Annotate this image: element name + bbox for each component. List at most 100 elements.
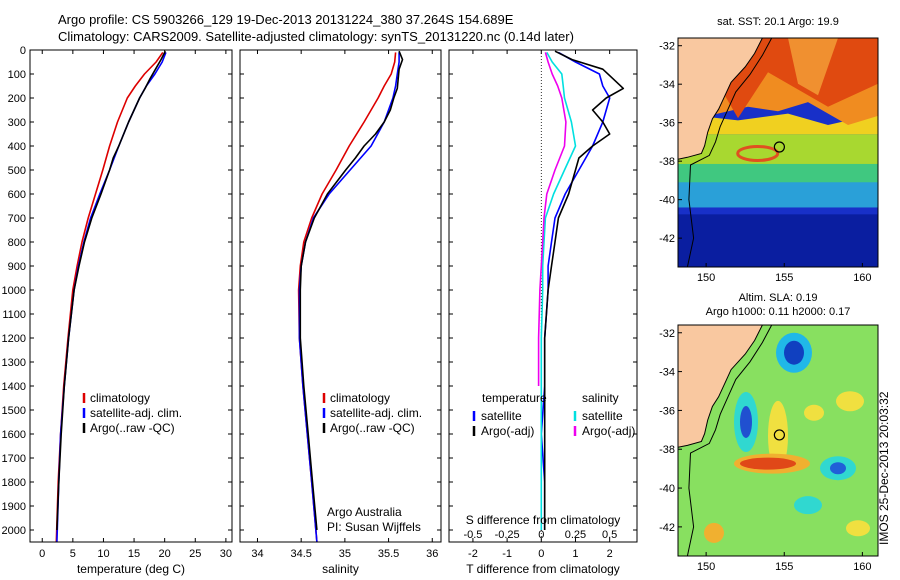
high-anomaly: [836, 391, 864, 412]
difference-profile-panel: -2 -1 0 1 2 T difference from climatology -0.5…: [448, 49, 638, 576]
legend-label: Argo(-adj): [582, 424, 635, 438]
y-tick-label: 1800: [2, 477, 26, 489]
y-tick-label: 1000: [2, 285, 26, 297]
x-tick-label: 2: [607, 548, 613, 560]
x-axis-label: temperature (deg C): [77, 562, 185, 576]
legend-label: satellite-adj. clim.: [90, 406, 182, 420]
map-x-tick-label: 150: [697, 272, 715, 284]
map-y-tick-label: -40: [659, 483, 675, 495]
y-tick-label: 200: [8, 93, 26, 105]
map-y-tick-label: -42: [659, 522, 675, 534]
cold-water-deep: [678, 214, 878, 267]
temperature-profile-panel: 0 100 200 300 400 500 600 700 800 900 1000 1100 1200…: [2, 45, 233, 576]
x-tick-label: -1: [502, 548, 512, 560]
salinity-profile-panel: 34 34.5 35 35.5 36 salinity climatologysatelli…: [239, 49, 442, 576]
y-tick-label: 500: [8, 165, 26, 177]
y-tick-label: 1100: [2, 309, 26, 321]
x-tick-label: 35: [339, 548, 351, 560]
low-anomaly: [794, 496, 822, 515]
figure-title-line2: Climatology: CARS2009. Satellite-adjuste…: [58, 29, 574, 44]
cool-water: [678, 179, 878, 208]
x-axis-label: salinity: [322, 562, 359, 576]
legend-title: temperature: [482, 391, 547, 405]
legend-label: satellite: [481, 409, 522, 423]
legend-label: satellite-adj. clim.: [330, 406, 422, 420]
legend-label: Argo(-adj): [481, 424, 534, 438]
map-x-tick-label: 150: [697, 561, 715, 573]
figure-title-line1: Argo profile: CS 5903266_129 19-Dec-2013…: [58, 12, 514, 27]
eddy-feature: [788, 38, 838, 96]
low-anomaly-core: [784, 340, 804, 365]
depth-contour: [686, 38, 773, 267]
map-frame: [677, 37, 879, 268]
high-anomaly: [846, 520, 870, 537]
s-tick-label: -0.5: [463, 529, 482, 541]
warm-band: [678, 113, 878, 135]
map-title: Altim. SLA: 0.19: [739, 292, 818, 304]
x-tick-label: 34.5: [290, 548, 311, 560]
y-tick-label: 800: [8, 237, 26, 249]
depth-contour: [686, 325, 773, 556]
y-tick-label: 300: [8, 117, 26, 129]
plot-frame: [239, 49, 442, 543]
legend-label: Argo(..raw -QC): [90, 421, 175, 435]
series-line-salinity-argo-adj-: [537, 52, 567, 386]
plot-frame: [29, 49, 233, 543]
map-y-tick-label: -36: [659, 118, 675, 130]
sst-map-panel: -32 -34 -36 -38 -40 -42 150 155 160 sat. SST: 20.…: [659, 16, 879, 284]
map-y-tick-label: -34: [659, 367, 675, 379]
x-tick-label: 10: [97, 548, 109, 560]
series-line-temperature-satellite: [540, 51, 611, 530]
map-y-tick-label: -34: [659, 79, 675, 91]
x-tick-label: 1: [572, 548, 578, 560]
y-tick-label: 1600: [2, 429, 26, 441]
sla-field: [678, 325, 878, 556]
map-y-tick-label: -42: [659, 233, 675, 245]
s-tick-label: -0.25: [495, 529, 520, 541]
mid-water: [678, 159, 878, 183]
argo-position-marker: [773, 429, 785, 441]
land-area: [678, 325, 763, 448]
map-subtitle: Argo h1000: 0.11 h2000: 0.17: [706, 306, 851, 318]
legend-label: Argo(..raw -QC): [330, 421, 415, 435]
series-line-satellite-adj-clim-: [298, 52, 400, 543]
land-area: [678, 38, 763, 160]
map-x-tick-label: 160: [853, 561, 871, 573]
y-tick-label: 2000: [2, 525, 26, 537]
x-tick-label: 15: [128, 548, 140, 560]
y-tick-label: 600: [8, 189, 26, 201]
series-line-argo-raw-qc-: [299, 50, 404, 531]
low-anomaly-core: [740, 406, 752, 439]
map-title: sat. SST: 20.1 Argo: 19.9: [717, 16, 839, 28]
mild-water: [678, 134, 878, 164]
sla-map-panel: -32 -34 -36 -38 -40 -42 150 155 160 Altim. SLA: 0…: [659, 292, 879, 573]
x-tick-label: -2: [468, 548, 478, 560]
map-y-tick-label: -38: [659, 444, 675, 456]
y-tick-label: 1300: [2, 357, 26, 369]
series-line-salinity-satellite: [540, 52, 577, 530]
y-tick-label: 700: [8, 213, 26, 225]
s-axis-label: S difference from climatology: [466, 513, 621, 527]
y-tick-label: 900: [8, 261, 26, 273]
map-frame: [677, 324, 879, 557]
y-tick-label: 400: [8, 141, 26, 153]
y-tick-label: 100: [8, 69, 26, 81]
high-anomaly: [804, 404, 824, 421]
legend-title: salinity: [582, 391, 619, 405]
y-tick-label: 0: [20, 45, 26, 57]
y-tick-label: 1700: [2, 453, 26, 465]
annotation-line: PI: Susan Wijffels: [327, 520, 421, 534]
high-anomaly: [768, 400, 788, 471]
map-x-tick-label: 160: [853, 272, 871, 284]
series-line-climatology: [55, 51, 164, 543]
y-tick-label: 1900: [2, 501, 26, 513]
plot-frame: [448, 49, 638, 543]
s-tick-label: 0.25: [565, 529, 586, 541]
y-tick-label: 1500: [2, 405, 26, 417]
y-tick-label: 1200: [2, 333, 26, 345]
s-tick-label: 0.5: [602, 529, 617, 541]
high-anomaly: [704, 522, 724, 543]
series-line-argo-raw-qc-: [56, 50, 167, 531]
